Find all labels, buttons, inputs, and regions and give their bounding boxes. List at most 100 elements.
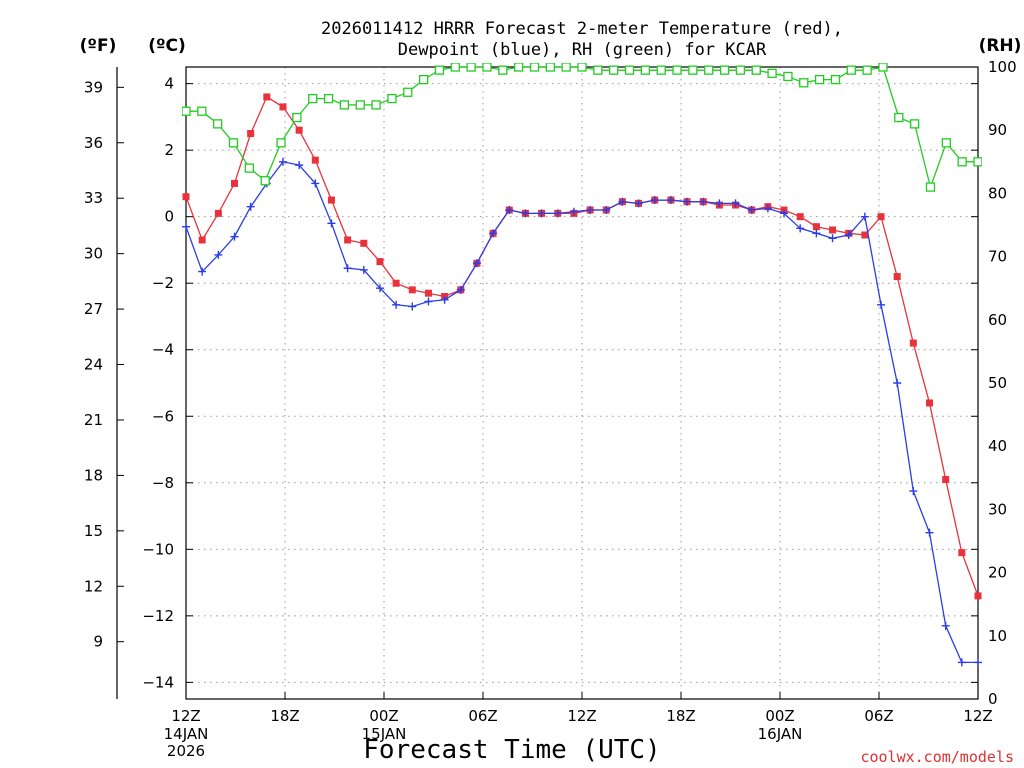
- dewpoint-point: [634, 199, 643, 208]
- rh-point: [371, 100, 381, 110]
- dewpoint-point: [311, 179, 320, 188]
- dewpoint-point: [602, 206, 611, 215]
- rh-point: [925, 182, 936, 192]
- temperature-point: [877, 213, 885, 221]
- rh-point: [862, 65, 872, 75]
- rh-point: [244, 163, 255, 173]
- series-3-group: [182, 63, 982, 192]
- dewpoint-point: [586, 206, 595, 215]
- time-tick-label: 18Z: [666, 707, 695, 725]
- dewpoint-point: [295, 161, 304, 170]
- rh-point: [704, 65, 714, 75]
- temperature-point: [376, 258, 384, 266]
- temperature-point: [812, 223, 820, 231]
- dewpoint-point: [278, 157, 287, 166]
- date-tick-label: 16JAN: [758, 725, 803, 743]
- rh-point: [403, 87, 413, 97]
- dewpoint-point: [731, 199, 740, 208]
- dewpoint-point: [763, 204, 772, 213]
- dewpoint-point: [198, 267, 207, 276]
- year-tick-label: 2026: [167, 742, 205, 760]
- rh-point: [909, 119, 920, 129]
- fahrenheit-tick-label: 21: [84, 411, 103, 429]
- celsius-tick-label: −8: [152, 474, 174, 492]
- rh-tick-label: 40: [988, 437, 1007, 455]
- dewpoint-point: [392, 300, 401, 309]
- rh-point: [656, 65, 666, 75]
- rh-point: [228, 138, 239, 148]
- temperature-point: [974, 592, 982, 600]
- rh-point: [529, 63, 540, 72]
- dewpoint-point: [537, 209, 546, 218]
- dewpoint-point: [860, 212, 869, 221]
- rh-tick-label: 50: [988, 374, 1007, 392]
- rh-point: [260, 176, 270, 186]
- dewpoint-point: [569, 207, 578, 216]
- dewpoint-point: [893, 379, 902, 387]
- celsius-axis-unit: (ºC): [148, 36, 186, 56]
- dewpoint-point: [618, 197, 627, 206]
- fahrenheit-tick-label: 18: [84, 466, 103, 484]
- fahrenheit-tick-label: 15: [84, 522, 103, 540]
- rh-point: [814, 74, 825, 85]
- time-tick-label: 12Z: [567, 707, 596, 725]
- dewpoint-point: [343, 264, 352, 273]
- fahrenheit-tick-label: 36: [84, 134, 103, 152]
- fahrenheit-tick-label: 9: [93, 633, 103, 651]
- data-series: [182, 63, 982, 667]
- celsius-tick-label: 2: [164, 141, 174, 159]
- temperature-point: [942, 475, 950, 483]
- rh-tick-label: 0: [988, 690, 998, 708]
- time-tick-label: 06Z: [864, 707, 893, 725]
- credit-text: coolwx.com/models: [860, 748, 1014, 766]
- temperature-point: [214, 209, 222, 217]
- dewpoint-point: [505, 206, 514, 215]
- dewpoint-point: [844, 230, 853, 239]
- rh-point: [561, 63, 571, 72]
- dewpoint-point: [424, 297, 433, 306]
- rh-point: [640, 65, 651, 75]
- rh-point: [545, 63, 555, 72]
- dewpoint-point: [796, 224, 805, 233]
- rh-point: [418, 74, 429, 85]
- rh-tick-label: 30: [988, 500, 1007, 518]
- temperature-point: [408, 286, 416, 294]
- time-tick-label: 18Z: [270, 707, 299, 725]
- celsius-tick-label: −2: [152, 274, 174, 292]
- rh-point: [830, 74, 841, 85]
- dewpoint-point: [214, 250, 223, 259]
- temperature-point: [279, 103, 287, 111]
- grid-lines: [186, 67, 978, 699]
- rh-point: [735, 65, 746, 75]
- series-2-line: [185, 161, 978, 664]
- celsius-tick-label: −10: [142, 540, 174, 558]
- time-tick-label: 00Z: [765, 707, 794, 725]
- temperature-point: [311, 156, 319, 164]
- temperature-point: [344, 236, 352, 244]
- rh-point: [751, 65, 761, 75]
- temperature-point: [424, 289, 432, 297]
- rh-point: [197, 106, 207, 116]
- rh-point: [308, 93, 318, 104]
- fahrenheit-axis-ticks: 39 36 33 30 27 24 21 18 15 12 9: [84, 78, 124, 651]
- date-tick-label: 15JAN: [362, 725, 407, 743]
- time-tick-label: 06Z: [468, 707, 497, 725]
- rh-point: [339, 100, 350, 110]
- dewpoint-point: [812, 229, 821, 238]
- temperature-point: [829, 226, 837, 234]
- rh-point: [482, 63, 492, 72]
- temperature-point: [392, 279, 400, 287]
- celsius-tick-label: 0: [164, 208, 174, 226]
- temperature-point: [926, 399, 934, 407]
- dewpoint-point: [456, 285, 465, 294]
- temperature-point: [796, 213, 804, 221]
- rh-point: [957, 157, 967, 167]
- rh-point: [434, 65, 445, 75]
- dewpoint-point: [683, 197, 692, 206]
- dewpoint-point: [182, 222, 190, 231]
- rh-point: [593, 65, 603, 75]
- dewpoint-point: [375, 284, 384, 293]
- rh-point: [450, 63, 460, 72]
